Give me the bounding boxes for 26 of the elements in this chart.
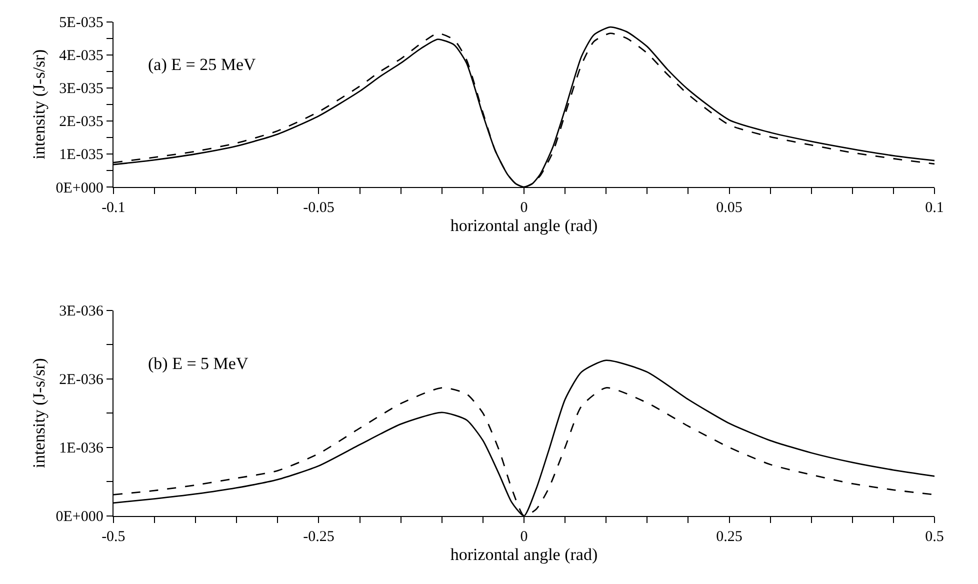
y-axis-title: intensity (J-s/sr) xyxy=(29,49,48,160)
x-axis-title: horizontal angle (rad) xyxy=(450,545,598,564)
y-tick-label: 3E-036 xyxy=(59,304,104,320)
x-tick-label: -0.1 xyxy=(102,200,126,216)
y-tick-label: 0E+000 xyxy=(56,180,104,196)
x-tick-label: -0.05 xyxy=(303,200,334,216)
x-tick-label: 0 xyxy=(520,200,528,216)
y-tick-label: 4E-035 xyxy=(59,48,104,64)
y-tick-label: 3E-035 xyxy=(59,81,104,98)
y-tick-label: 2E-036 xyxy=(59,372,104,388)
x-tick-label: 0 xyxy=(520,529,528,546)
y-tick-label: 2E-035 xyxy=(59,114,104,130)
x-tick-label: 0.5 xyxy=(925,529,944,546)
annotation: (b) E = 5 MeV xyxy=(148,354,249,373)
y-axis-title: intensity (J-s/sr) xyxy=(29,358,48,468)
y-tick-label: 0E+000 xyxy=(56,509,104,526)
y-tick-label: 1E-036 xyxy=(59,440,104,457)
x-tick-label: -0.5 xyxy=(102,529,126,546)
annotation: (a) E = 25 MeV xyxy=(148,55,256,74)
y-tick-label: 5E-035 xyxy=(59,15,104,32)
x-tick-label: 0.1 xyxy=(925,200,944,216)
y-tick-label: 1E-035 xyxy=(59,147,104,164)
x-tick-label: -0.25 xyxy=(303,529,334,546)
x-axis-title: horizontal angle (rad) xyxy=(450,216,598,236)
x-tick-label: 0.05 xyxy=(716,200,742,216)
x-tick-label: 0.25 xyxy=(716,529,742,546)
